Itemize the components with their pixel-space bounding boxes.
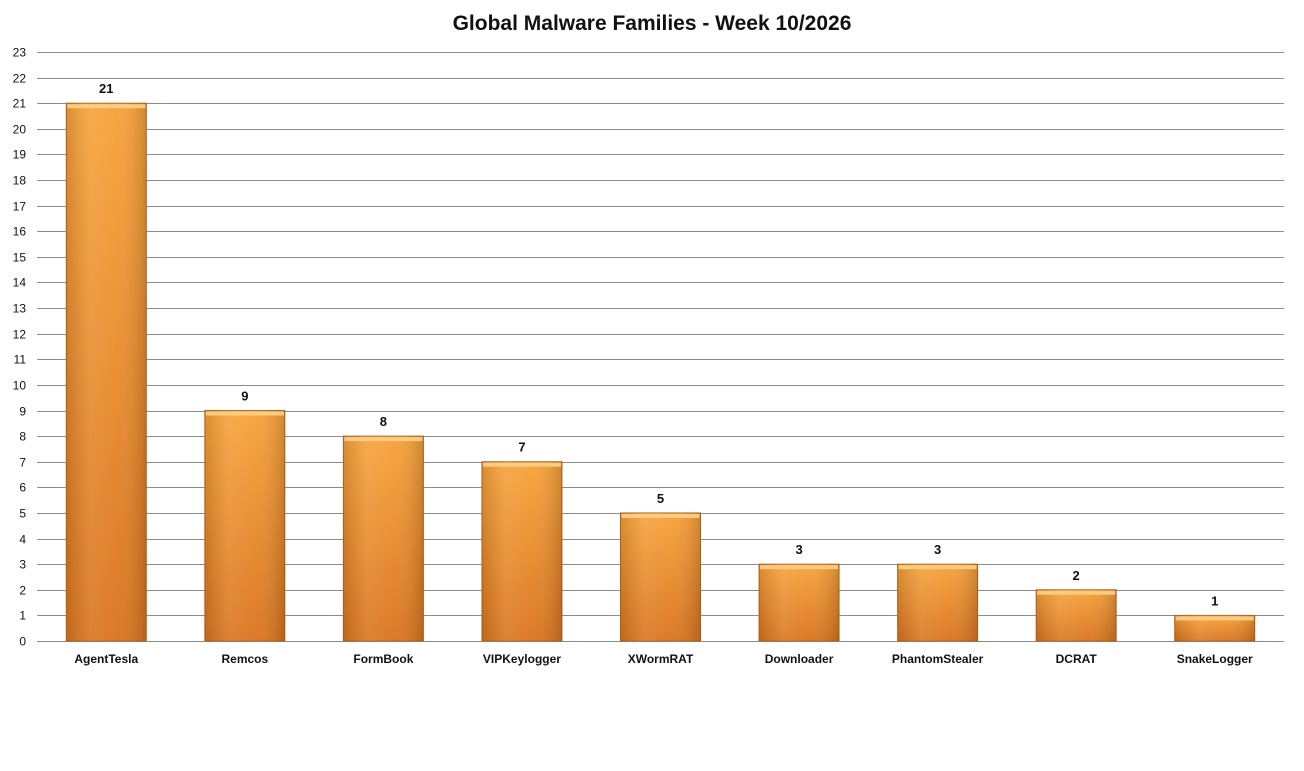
bar-shading-xwormrat — [620, 512, 701, 641]
bar-cap-formbook — [344, 437, 423, 442]
y-tick-label: 19 — [13, 148, 27, 162]
data-label-remcos: 9 — [241, 389, 248, 404]
y-tick-label: 6 — [19, 481, 26, 495]
bar-shading-formbook — [343, 436, 424, 641]
x-category-formbook: FormBook — [353, 652, 413, 666]
y-tick-label: 23 — [13, 46, 27, 60]
bar-cap-snakelogger — [1175, 616, 1254, 621]
data-label-snakelogger: 1 — [1211, 593, 1218, 608]
y-tick-label: 22 — [13, 72, 27, 86]
y-tick-label: 8 — [19, 430, 26, 444]
bar-cap-downloader — [760, 565, 839, 570]
y-tick-label: 12 — [13, 328, 27, 342]
x-category-vipkeylogger: VIPKeylogger — [483, 652, 561, 666]
y-tick-label: 17 — [13, 200, 27, 214]
y-tick-label: 2 — [19, 584, 26, 598]
bar-cap-vipkeylogger — [482, 462, 561, 467]
bar-shading-vipkeylogger — [481, 461, 562, 641]
x-category-agenttesla: AgentTesla — [74, 652, 138, 666]
data-label-formbook: 8 — [380, 414, 387, 429]
y-tick-label: 3 — [19, 558, 26, 572]
bar-cap-remcos — [205, 411, 284, 416]
y-tick-label: 21 — [13, 97, 27, 111]
chart-title: Global Malware Families - Week 10/2026 — [452, 12, 852, 35]
y-tick-label: 5 — [19, 507, 26, 521]
data-label-xwormrat: 5 — [657, 491, 664, 506]
y-tick-label: 15 — [13, 251, 27, 265]
data-label-dcrat: 2 — [1073, 568, 1080, 583]
x-category-downloader: Downloader — [765, 652, 834, 666]
bar-cap-agenttesla — [67, 104, 146, 109]
y-tick-label: 7 — [19, 456, 26, 470]
bar-cap-phantomstealer — [898, 565, 977, 570]
y-tick-label: 11 — [14, 353, 27, 367]
y-tick-label: 9 — [19, 405, 26, 419]
y-tick-label: 13 — [13, 302, 27, 316]
y-tick-label: 16 — [13, 225, 27, 239]
bar-cap-dcrat — [1037, 590, 1116, 595]
y-tick-label: 4 — [19, 533, 26, 547]
bar-shading-phantomstealer — [897, 564, 978, 641]
bar-shading-dcrat — [1036, 589, 1117, 641]
x-category-remcos: Remcos — [221, 652, 268, 666]
y-tick-label: 1 — [19, 609, 26, 623]
bar-shading-agenttesla — [66, 103, 147, 641]
x-category-dcrat: DCRAT — [1056, 652, 1098, 666]
bar-shading-remcos — [204, 410, 285, 641]
y-tick-label: 0 — [19, 635, 26, 649]
data-label-agenttesla: 21 — [99, 81, 113, 96]
x-category-snakelogger: SnakeLogger — [1177, 652, 1253, 666]
y-tick-label: 14 — [13, 276, 27, 290]
x-category-xwormrat: XWormRAT — [628, 652, 694, 666]
data-label-downloader: 3 — [795, 542, 802, 557]
x-axis-categories: AgentTesla Remcos FormBook VIPKeylogger XWor… — [74, 652, 1253, 666]
x-category-phantomstealer: PhantomStealer — [892, 652, 984, 666]
data-label-vipkeylogger: 7 — [518, 440, 525, 455]
y-tick-label: 18 — [13, 174, 27, 188]
data-label-phantomstealer: 3 — [934, 542, 941, 557]
bars — [65, 102, 1256, 642]
bar-shading-downloader — [759, 564, 840, 641]
y-tick-label: 20 — [13, 123, 27, 137]
y-tick-label: 10 — [13, 379, 27, 393]
bar-cap-xwormrat — [621, 513, 700, 518]
